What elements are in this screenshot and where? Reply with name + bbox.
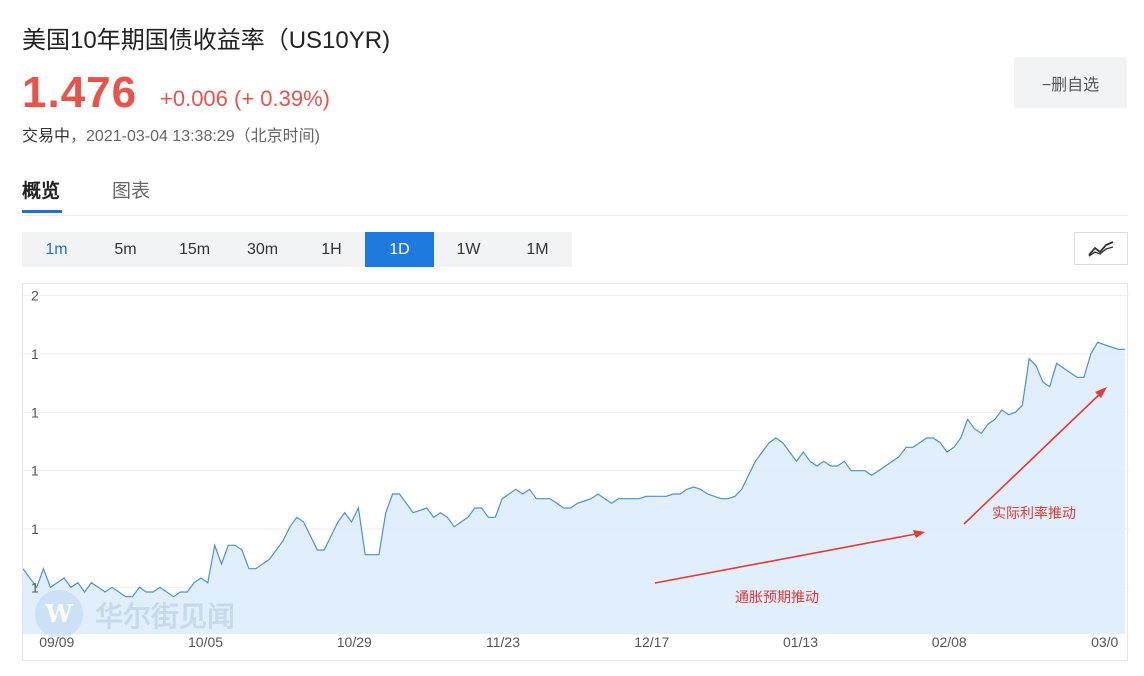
watermark-logo-letter: W (45, 599, 74, 628)
chart-svg: W 华尔街见闻 2 1 1 1 1 1 09/09 10/05 10/29 11/23 12/17 0… (23, 288, 1129, 650)
y-tick-label: 1 (31, 346, 39, 362)
interval-1w[interactable]: 1W (456, 240, 481, 258)
watermark-text: 华尔街见闻 (95, 600, 235, 633)
x-tick-label: 11/23 (486, 634, 520, 650)
trading-status: 交易中 (22, 128, 71, 145)
series-area (23, 342, 1125, 634)
y-tick-label: 1 (31, 463, 39, 479)
interval-1mo[interactable]: 1M (526, 240, 549, 258)
watermark: W 华尔街见闻 (35, 590, 235, 638)
x-tick-label: 10/05 (188, 634, 223, 650)
x-tick-label: 09/09 (39, 634, 74, 650)
interval-1h[interactable]: 1H (321, 240, 342, 258)
y-tick-label: 1 (31, 404, 39, 420)
y-tick-label: 1 (31, 521, 39, 537)
active-tab-indicator (22, 210, 62, 213)
remove-watchlist-button[interactable]: −删自选 (1014, 57, 1127, 108)
interval-1m[interactable]: 1m (45, 240, 68, 258)
tab-chart[interactable]: 图表 (112, 181, 151, 202)
price-change: +0.006 (+ 0.39%) (160, 86, 331, 111)
real-rate-arrow-head (1095, 387, 1107, 398)
page-title: 美国10年期国债收益率（US10YR) (22, 27, 391, 54)
series-line (23, 341, 1125, 598)
x-tick-label: 12/17 (634, 634, 669, 650)
x-tick-label: 02/08 (932, 634, 967, 650)
annotation-inflation: 通胀预期推动 (735, 589, 819, 605)
quote-timestamp: ，2021-03-04 13:38:29（北京时间) (70, 128, 320, 145)
x-tick-label: 01/13 (783, 634, 818, 650)
interval-5m[interactable]: 5m (114, 240, 137, 258)
interval-selector: 1m 5m 15m 30m 1H 1D 1W 1M (22, 232, 572, 267)
x-tick-label: 10/29 (337, 634, 372, 650)
watermark-logo (35, 590, 83, 638)
price-chart: W 华尔街见闻 2 1 1 1 1 1 09/09 10/05 10/29 11/23 12/17 0… (22, 283, 1129, 661)
y-tick-label: 1 (31, 579, 39, 595)
interval-30m[interactable]: 30m (246, 240, 279, 258)
y-tick-label: 2 (31, 288, 39, 304)
annotation-real-rate: 实际利率推动 (992, 505, 1076, 521)
inflation-arrow-head (913, 530, 925, 538)
interval-1d[interactable]: 1D (365, 232, 434, 267)
tab-bar: 概览 图表 (22, 174, 1128, 216)
chart-type-button[interactable] (1074, 232, 1128, 265)
line-chart-icon (1088, 240, 1114, 257)
tab-overview[interactable]: 概览 (22, 181, 61, 202)
interval-15m[interactable]: 15m (178, 240, 211, 258)
x-tick-label: 03/0 (1091, 634, 1118, 650)
inflation-arrow (654, 532, 922, 584)
trading-status-line: 交易中，2021-03-04 13:38:29（北京时间) (22, 122, 320, 146)
real-rate-arrow (963, 390, 1104, 525)
last-price: 1.476 (22, 68, 138, 117)
